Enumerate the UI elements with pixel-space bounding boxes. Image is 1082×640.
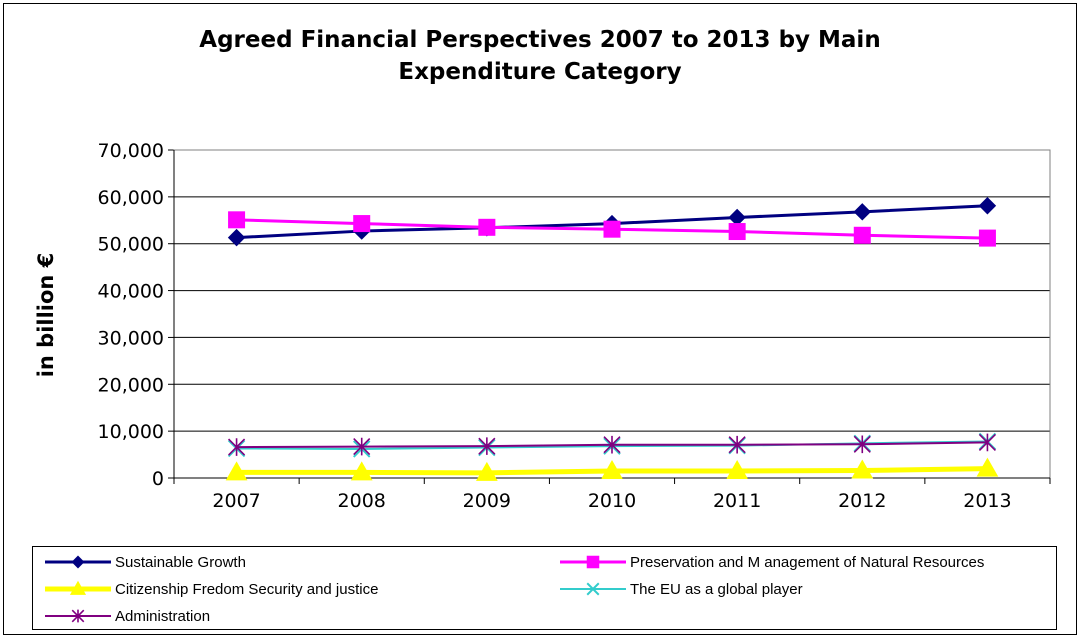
y-tick-label: 0 xyxy=(152,468,164,490)
legend-swatch xyxy=(43,551,113,573)
series-2 xyxy=(227,459,998,481)
legend-label: Preservation and M anagement of Natural … xyxy=(630,554,984,571)
x-tick-label: 2007 xyxy=(212,490,260,512)
legend-swatch xyxy=(43,605,113,627)
legend-swatch xyxy=(558,578,628,600)
data-point xyxy=(979,230,995,246)
data-point xyxy=(854,227,870,243)
legend-swatch xyxy=(43,578,113,600)
y-tick-label: 30,000 xyxy=(98,327,164,349)
x-tick-label: 2011 xyxy=(713,490,761,512)
legend-label: The EU as a global player xyxy=(630,581,803,598)
x-tick-label: 2013 xyxy=(963,490,1011,512)
legend: Sustainable Growth Preservation and M ana… xyxy=(32,546,1057,630)
x-tick-label: 2009 xyxy=(463,490,511,512)
data-point xyxy=(479,219,495,235)
y-tick-label: 50,000 xyxy=(98,234,164,256)
legend-swatch xyxy=(558,551,628,573)
legend-label: Sustainable Growth xyxy=(115,554,246,571)
y-tick-label: 70,000 xyxy=(98,140,164,162)
data-point xyxy=(604,221,620,237)
legend-marker xyxy=(72,556,84,568)
x-tick-label: 2010 xyxy=(588,490,636,512)
data-point xyxy=(979,198,995,214)
legend-label: Administration xyxy=(115,608,210,625)
y-tick-label: 60,000 xyxy=(98,187,164,209)
x-tick-label: 2008 xyxy=(338,490,386,512)
data-point xyxy=(354,216,370,232)
data-point xyxy=(229,212,245,228)
legend-item: The EU as a global player xyxy=(558,578,803,600)
legend-item: Administration xyxy=(43,605,210,627)
x-tick-label: 2012 xyxy=(838,490,886,512)
y-tick-label: 20,000 xyxy=(98,374,164,396)
legend-item: Sustainable Growth xyxy=(43,551,246,573)
legend-item: Preservation and M anagement of Natural … xyxy=(558,551,984,573)
legend-item: Citizenship Fredom Security and justice xyxy=(43,578,378,600)
series-4 xyxy=(229,434,996,456)
legend-label: Citizenship Fredom Security and justice xyxy=(115,581,378,598)
plot-border xyxy=(174,150,1050,478)
data-point xyxy=(854,204,870,220)
y-tick-label: 40,000 xyxy=(98,281,164,303)
legend-marker xyxy=(587,556,599,568)
y-tick-label: 10,000 xyxy=(98,421,164,443)
data-point xyxy=(729,224,745,240)
